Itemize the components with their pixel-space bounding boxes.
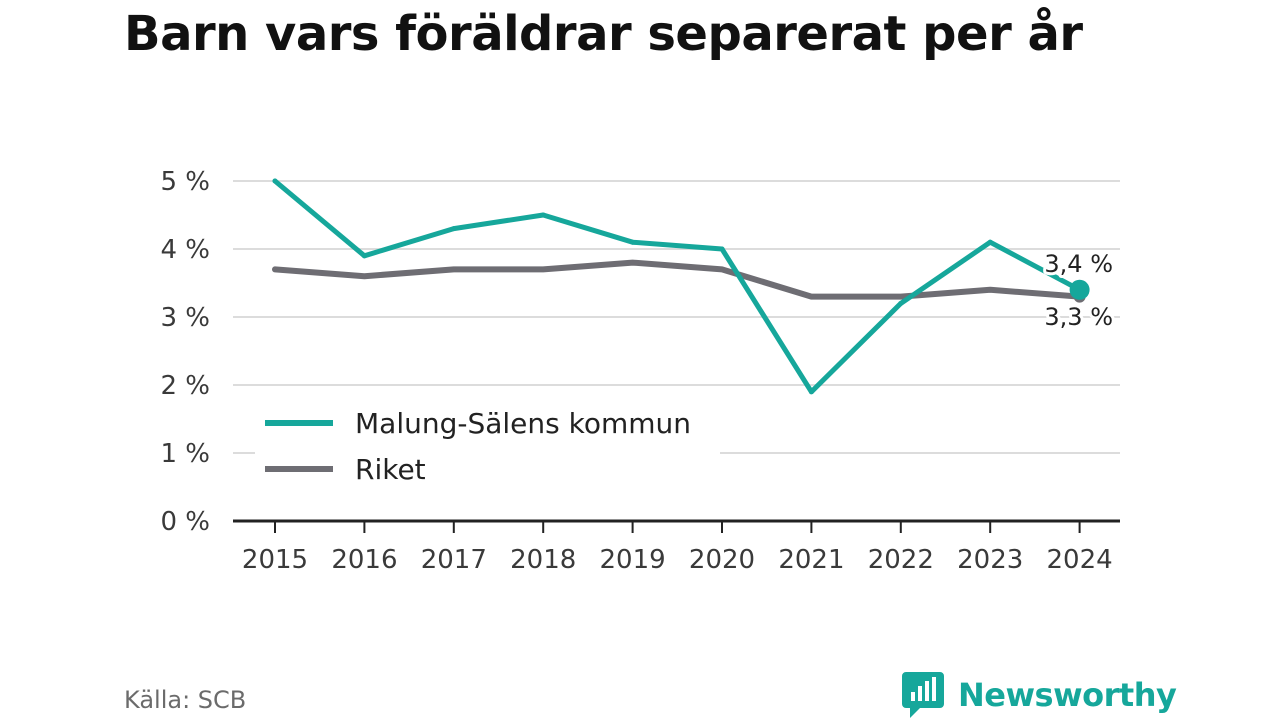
data-point (719, 246, 725, 252)
x-tick-label: 2015 (242, 545, 308, 575)
data-point (898, 300, 904, 306)
data-point (808, 389, 814, 395)
newsworthy-logo-icon (902, 672, 944, 718)
series-lines (272, 178, 1090, 395)
data-point (361, 253, 367, 259)
y-tick-label: 0 % (160, 507, 210, 537)
data-point (540, 266, 546, 272)
y-tick-label: 2 % (160, 371, 210, 401)
x-tick-label: 2017 (421, 545, 487, 575)
x-tick-label: 2021 (778, 545, 844, 575)
x-tick-label: 2019 (600, 545, 666, 575)
y-tick-label: 4 % (160, 235, 210, 265)
x-tick-label: 2024 (1047, 545, 1113, 575)
x-axis: 2015 2016 2017 2018 2019 2020 2021 2022 2023 2024 (242, 521, 1113, 575)
data-point (451, 266, 457, 272)
data-point (272, 178, 278, 184)
data-point (272, 266, 278, 272)
chart-title: Barn vars föräldrar separerat per år (124, 6, 1083, 62)
data-point (361, 273, 367, 279)
x-tick-label: 2022 (868, 545, 934, 575)
x-tick-label: 2018 (510, 545, 576, 575)
y-tick-label: 1 % (160, 439, 210, 469)
source-note: Källa: SCB (124, 686, 247, 714)
x-tick-label: 2020 (689, 545, 755, 575)
series-line-0 (272, 178, 1083, 395)
data-point (898, 294, 904, 300)
data-point (987, 287, 993, 293)
brand-name: Newsworthy (958, 676, 1177, 714)
y-tick-label: 3 % (160, 303, 210, 333)
end-marker-malung (1069, 279, 1090, 300)
end-labels: 3,4 % 3,3 % (1041, 247, 1116, 334)
data-point (630, 239, 636, 245)
data-point (630, 260, 636, 266)
series-line-1 (272, 259, 1083, 300)
data-point (719, 266, 725, 272)
data-point (808, 294, 814, 300)
legend-background (255, 398, 720, 456)
legend: Malung-Sälens kommun Riket (255, 398, 720, 486)
legend-label: Riket (355, 453, 426, 486)
x-tick-label: 2023 (957, 545, 1023, 575)
data-point (451, 226, 457, 232)
end-label-malung: 3,4 % (1044, 250, 1113, 278)
data-point (540, 212, 546, 218)
y-axis: 0 % 1 % 2 % 3 % 4 % 5 % (160, 167, 210, 537)
y-tick-label: 5 % (160, 167, 210, 197)
legend-label: Malung-Sälens kommun (355, 407, 691, 440)
brand-logo: Newsworthy (902, 670, 1177, 720)
x-tick-label: 2016 (331, 545, 397, 575)
end-label-riket: 3,3 % (1044, 303, 1113, 331)
data-point (987, 239, 993, 245)
